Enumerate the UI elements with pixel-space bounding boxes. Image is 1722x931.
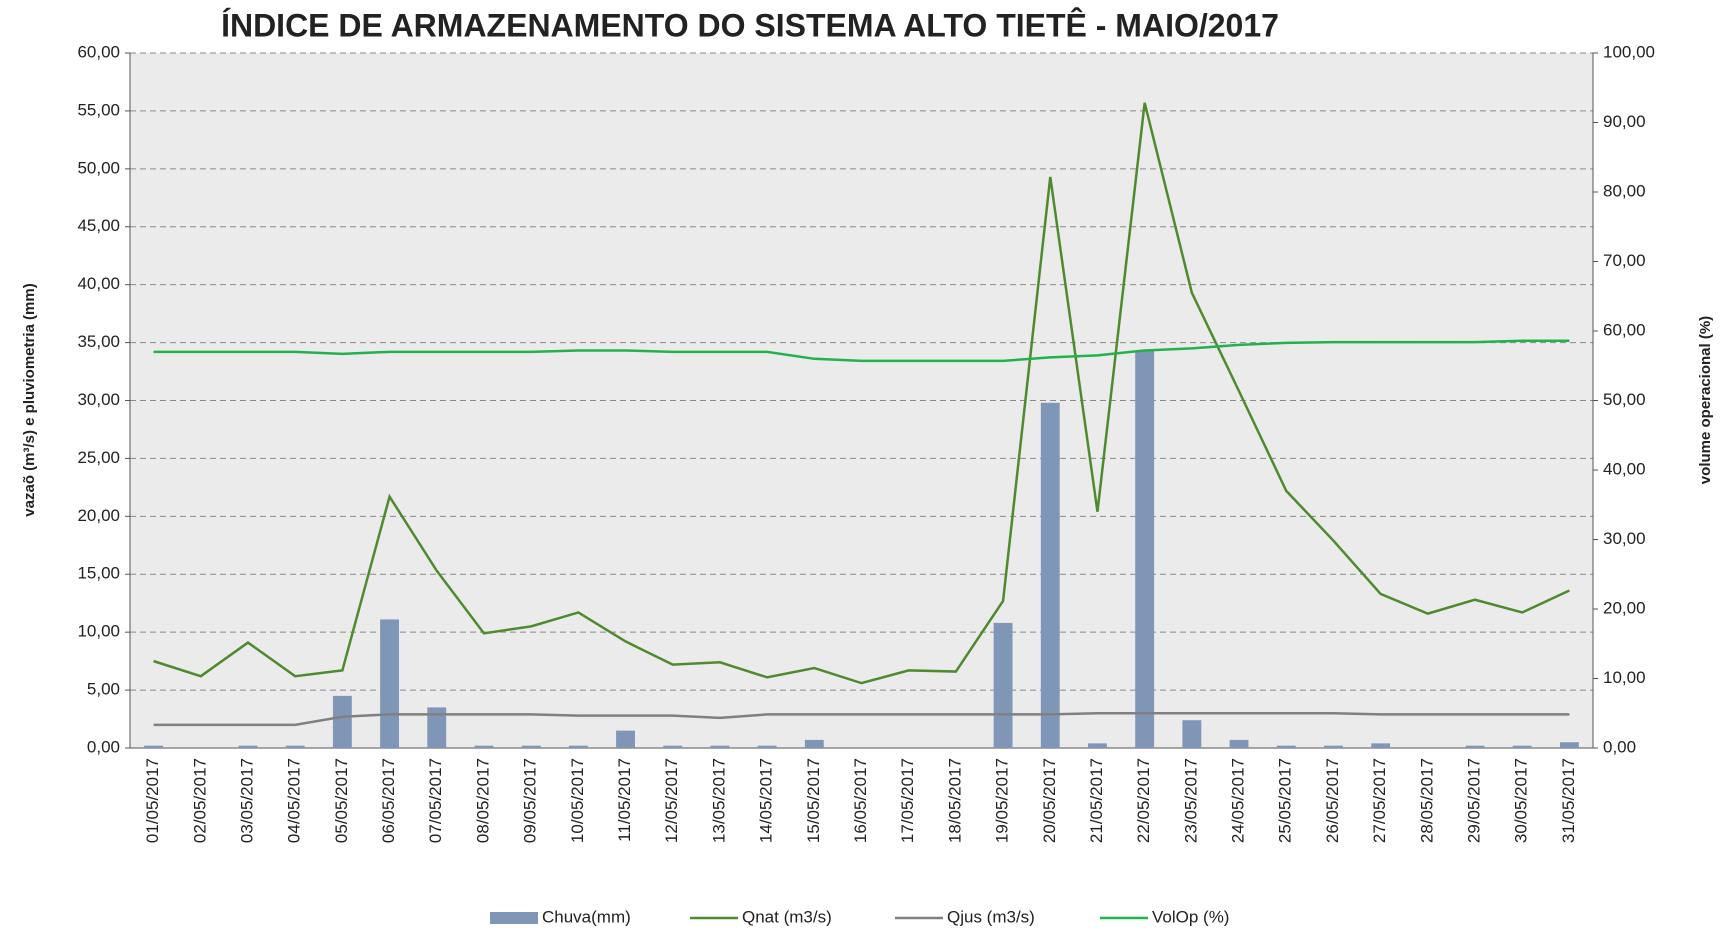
x-tick-label: 27/05/2017: [1370, 758, 1389, 843]
y-tick-label: 45,00: [77, 216, 120, 235]
y2-axis-title: volume operacional (%): [1697, 316, 1714, 484]
legend-label: Chuva(mm): [542, 907, 631, 926]
x-tick-label: 22/05/2017: [1134, 758, 1153, 843]
y-tick-label: 50,00: [77, 158, 120, 177]
x-tick-label: 08/05/2017: [473, 758, 492, 843]
bar: [568, 745, 588, 748]
x-tick-label: 31/05/2017: [1559, 758, 1578, 843]
bar: [663, 745, 683, 748]
y-tick-label: 30,00: [77, 390, 120, 409]
y2-tick-label: 70,00: [1603, 251, 1646, 270]
bar: [474, 745, 494, 748]
line: [153, 102, 1570, 685]
x-tick-label: 12/05/2017: [662, 758, 681, 843]
bar: [757, 745, 777, 748]
y2-tick-label: 0,00: [1603, 737, 1636, 756]
x-tick-label: 01/05/2017: [143, 758, 162, 843]
y2-tick-label: 10,00: [1603, 668, 1646, 687]
y-tick-label: 15,00: [77, 564, 120, 583]
bar: [285, 745, 305, 748]
y-tick-label: 60,00: [77, 42, 120, 61]
y-axis-title: vazaõ (m³/s) e pluviometria (mm): [21, 283, 38, 516]
bar: [1276, 745, 1296, 748]
bar: [1323, 745, 1343, 748]
x-tick-label: 09/05/2017: [521, 758, 540, 843]
x-tick-label: 05/05/2017: [332, 758, 351, 843]
y-tick-label: 55,00: [77, 100, 120, 119]
bar: [1465, 745, 1485, 748]
bar: [1182, 720, 1202, 748]
bar: [1229, 739, 1249, 748]
x-tick-label: 10/05/2017: [568, 758, 587, 843]
y2-tick-label: 50,00: [1603, 390, 1646, 409]
y-tick-label: 25,00: [77, 448, 120, 467]
x-tick-label: 26/05/2017: [1323, 758, 1342, 843]
legend-label: Qjus (m3/s): [947, 907, 1035, 926]
x-tick-label: 03/05/2017: [237, 758, 256, 843]
chart-title: ÍNDICE DE ARMAZENAMENTO DO SISTEMA ALTO …: [221, 7, 1279, 43]
bar: [144, 745, 164, 748]
x-tick-label: 25/05/2017: [1276, 758, 1295, 843]
y2-tick-label: 90,00: [1603, 112, 1646, 131]
bar: [427, 707, 447, 748]
bar: [1512, 745, 1532, 748]
x-tick-label: 07/05/2017: [426, 758, 445, 843]
bar: [1559, 742, 1579, 748]
x-tick-label: 19/05/2017: [993, 758, 1012, 843]
x-tick-label: 30/05/2017: [1512, 758, 1531, 843]
y-tick-label: 0,00: [87, 737, 120, 756]
x-tick-label: 06/05/2017: [379, 758, 398, 843]
x-tick-label: 02/05/2017: [190, 758, 209, 843]
legend-swatch: [490, 912, 538, 924]
y2-tick-label: 20,00: [1603, 598, 1646, 617]
line: [153, 339, 1570, 363]
y-tick-label: 10,00: [77, 622, 120, 641]
x-tick-label: 04/05/2017: [285, 758, 304, 843]
legend-label: VolOp (%): [1152, 907, 1229, 926]
y2-tick-label: 30,00: [1603, 529, 1646, 548]
y2-tick-label: 100,00: [1603, 42, 1655, 61]
y-tick-label: 40,00: [77, 274, 120, 293]
bar: [1371, 743, 1391, 748]
x-tick-label: 13/05/2017: [709, 758, 728, 843]
bar: [521, 745, 541, 748]
x-tick-label: 16/05/2017: [851, 758, 870, 843]
legend-label: Qnat (m3/s): [742, 907, 832, 926]
line: [153, 712, 1570, 727]
y-tick-label: 5,00: [87, 680, 120, 699]
y-tick-label: 20,00: [77, 506, 120, 525]
bar: [616, 730, 635, 748]
bar: [1135, 350, 1155, 748]
y2-tick-label: 80,00: [1603, 181, 1646, 200]
x-tick-label: 29/05/2017: [1465, 758, 1484, 843]
y2-tick-label: 40,00: [1603, 459, 1646, 478]
x-tick-label: 23/05/2017: [1181, 758, 1200, 843]
bar: [993, 622, 1013, 748]
bar: [804, 739, 824, 748]
bar: [1040, 402, 1060, 748]
y-tick-label: 35,00: [77, 332, 120, 351]
x-tick-label: 21/05/2017: [1087, 758, 1106, 843]
bar: [332, 695, 352, 748]
x-tick-label: 15/05/2017: [804, 758, 823, 843]
bar: [238, 745, 258, 748]
x-tick-label: 18/05/2017: [945, 758, 964, 843]
bar: [1088, 743, 1107, 748]
y2-tick-label: 60,00: [1603, 320, 1646, 339]
bar: [710, 745, 730, 748]
bar: [380, 619, 400, 748]
x-tick-label: 17/05/2017: [898, 758, 917, 843]
x-tick-label: 28/05/2017: [1417, 758, 1436, 843]
x-tick-label: 14/05/2017: [757, 758, 776, 843]
x-tick-label: 24/05/2017: [1229, 758, 1248, 843]
x-tick-label: 20/05/2017: [1040, 758, 1059, 843]
x-tick-label: 11/05/2017: [615, 758, 634, 842]
